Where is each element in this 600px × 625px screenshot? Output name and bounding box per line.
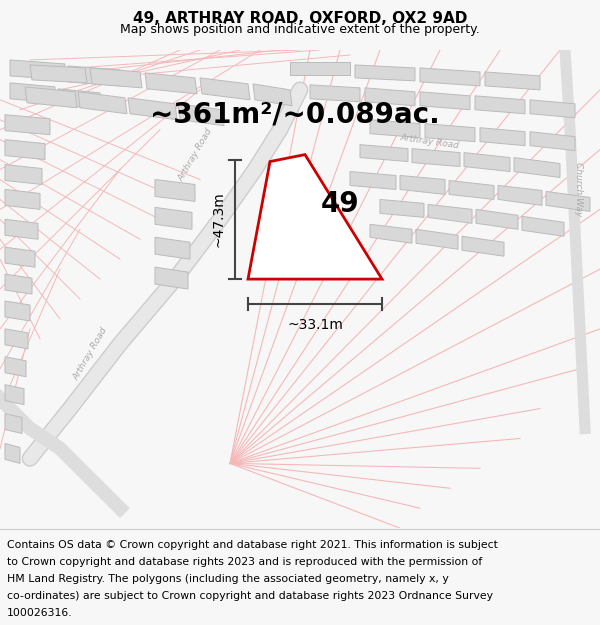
- Polygon shape: [5, 384, 24, 404]
- Polygon shape: [78, 92, 127, 114]
- Polygon shape: [5, 115, 50, 134]
- Polygon shape: [360, 144, 408, 161]
- Polygon shape: [58, 89, 100, 109]
- Polygon shape: [522, 216, 564, 236]
- Text: ~361m²/~0.089ac.: ~361m²/~0.089ac.: [150, 101, 440, 129]
- Polygon shape: [350, 171, 396, 189]
- Polygon shape: [68, 66, 120, 86]
- Text: 100026316.: 100026316.: [7, 608, 73, 618]
- Polygon shape: [10, 60, 65, 80]
- Polygon shape: [90, 68, 142, 88]
- Text: Arthray Road: Arthray Road: [400, 133, 460, 150]
- Polygon shape: [480, 127, 525, 146]
- Polygon shape: [248, 154, 382, 279]
- Polygon shape: [380, 199, 424, 217]
- Polygon shape: [10, 83, 55, 102]
- Text: Arthray Road: Arthray Road: [71, 326, 109, 382]
- Text: ~33.1m: ~33.1m: [287, 318, 343, 332]
- Polygon shape: [5, 274, 32, 294]
- Text: Arthray Road: Arthray Road: [176, 126, 214, 182]
- Polygon shape: [462, 236, 504, 256]
- Polygon shape: [400, 176, 445, 194]
- Polygon shape: [155, 267, 188, 289]
- Polygon shape: [5, 329, 28, 349]
- Text: to Crown copyright and database rights 2023 and is reproduced with the permissio: to Crown copyright and database rights 2…: [7, 557, 482, 567]
- Text: co-ordinates) are subject to Crown copyright and database rights 2023 Ordnance S: co-ordinates) are subject to Crown copyr…: [7, 591, 493, 601]
- Polygon shape: [530, 132, 575, 151]
- Polygon shape: [498, 186, 542, 206]
- Polygon shape: [416, 229, 458, 249]
- Polygon shape: [290, 62, 350, 75]
- Text: 49, ARTHRAY ROAD, OXFORD, OX2 9AD: 49, ARTHRAY ROAD, OXFORD, OX2 9AD: [133, 11, 467, 26]
- Text: ~47.3m: ~47.3m: [211, 191, 225, 248]
- Polygon shape: [420, 92, 470, 110]
- Text: Map shows position and indicative extent of the property.: Map shows position and indicative extent…: [120, 23, 480, 36]
- Polygon shape: [310, 85, 360, 102]
- Polygon shape: [178, 104, 224, 126]
- Polygon shape: [155, 238, 190, 259]
- Polygon shape: [128, 98, 177, 120]
- Polygon shape: [200, 78, 250, 100]
- Polygon shape: [412, 149, 460, 166]
- Polygon shape: [485, 72, 540, 90]
- Polygon shape: [25, 87, 77, 108]
- Polygon shape: [546, 191, 590, 211]
- Polygon shape: [5, 139, 45, 159]
- Polygon shape: [5, 357, 26, 377]
- Polygon shape: [514, 158, 560, 177]
- Polygon shape: [464, 152, 510, 171]
- Polygon shape: [5, 444, 20, 463]
- Polygon shape: [428, 204, 472, 223]
- Polygon shape: [420, 68, 480, 86]
- Polygon shape: [30, 65, 87, 83]
- Polygon shape: [5, 301, 30, 321]
- Polygon shape: [155, 208, 192, 229]
- Polygon shape: [145, 73, 197, 94]
- Polygon shape: [475, 96, 525, 114]
- Polygon shape: [5, 248, 35, 267]
- Text: HM Land Registry. The polygons (including the associated geometry, namely x, y: HM Land Registry. The polygons (includin…: [7, 574, 449, 584]
- Polygon shape: [449, 181, 494, 199]
- Polygon shape: [5, 164, 42, 184]
- Polygon shape: [253, 84, 292, 106]
- Polygon shape: [5, 219, 38, 239]
- Polygon shape: [476, 209, 518, 229]
- Polygon shape: [370, 120, 420, 138]
- Polygon shape: [425, 124, 475, 142]
- Polygon shape: [355, 65, 415, 81]
- Polygon shape: [365, 88, 415, 106]
- Polygon shape: [370, 224, 412, 243]
- Text: Church Way: Church Way: [574, 162, 583, 217]
- Polygon shape: [530, 100, 575, 118]
- Text: 49: 49: [320, 191, 359, 218]
- Text: Contains OS data © Crown copyright and database right 2021. This information is : Contains OS data © Crown copyright and d…: [7, 540, 498, 550]
- Polygon shape: [5, 189, 40, 209]
- Polygon shape: [155, 179, 195, 201]
- Polygon shape: [5, 414, 22, 434]
